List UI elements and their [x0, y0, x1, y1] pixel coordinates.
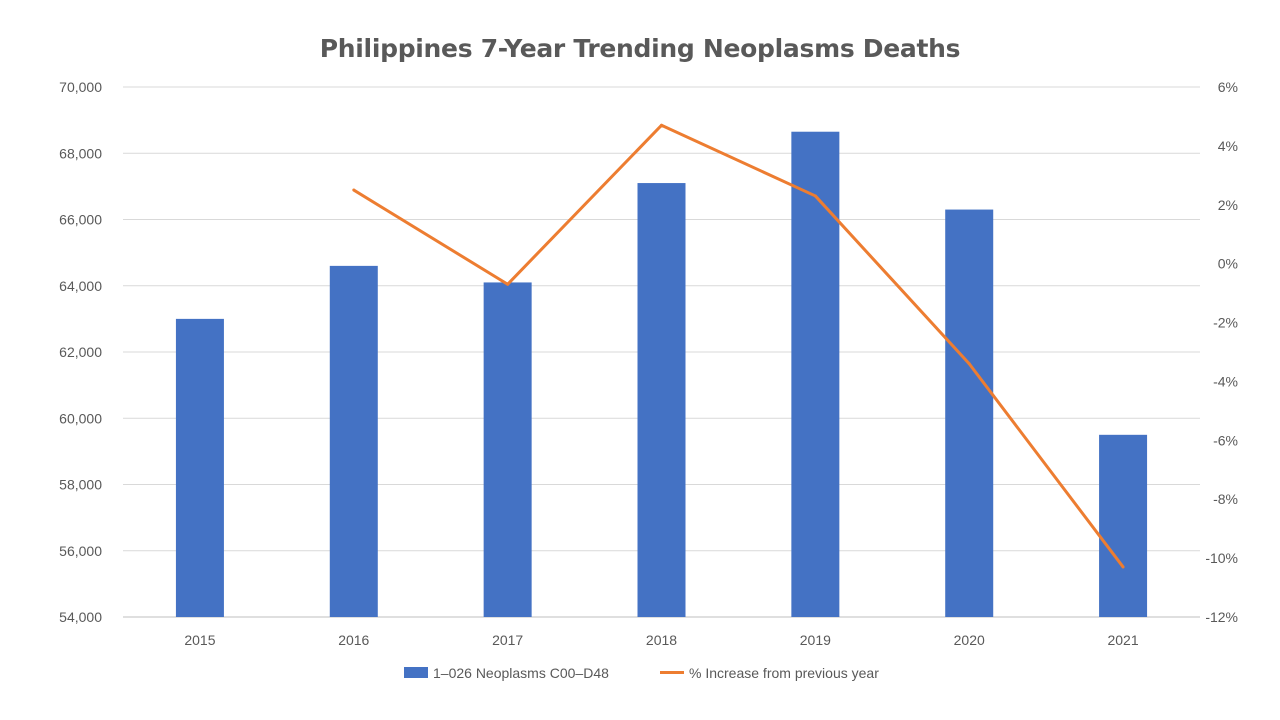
- legend-swatch-bars: [404, 667, 428, 678]
- bar-2015: [175, 318, 224, 617]
- legend: 1–026 Neoplasms C00–D48 % Increase from …: [404, 665, 879, 681]
- y-left-tick-label: 56,000: [59, 543, 102, 559]
- x-axis-ticks: 2015 2016 2017 2018 2019 2020 2021: [184, 632, 1139, 648]
- chart-title: Philippines 7-Year Trending Neoplasms De…: [319, 34, 961, 63]
- x-tick-label: 2021: [1107, 632, 1138, 648]
- bar-2018: [637, 183, 686, 617]
- bar-2019: [791, 131, 840, 617]
- y-right-tick-label: 6%: [1218, 79, 1238, 95]
- y-axis-right-ticks: -12% -10% -8% -6% -4% -2% 0% 2% 4% 6%: [1205, 79, 1238, 625]
- y-left-tick-label: 70,000: [59, 79, 102, 95]
- y-left-tick-label: 54,000: [59, 609, 102, 625]
- y-left-tick-label: 62,000: [59, 344, 102, 360]
- line-point-2020: [967, 362, 971, 366]
- y-right-tick-label: -4%: [1213, 373, 1238, 389]
- bar-2020: [945, 209, 994, 617]
- y-left-tick-label: 68,000: [59, 145, 102, 161]
- x-tick-label: 2015: [184, 632, 215, 648]
- line-pct-increase: [353, 123, 1125, 568]
- y-right-tick-label: 4%: [1218, 138, 1238, 154]
- x-tick-label: 2017: [492, 632, 523, 648]
- bar-2017: [483, 282, 532, 617]
- y-left-tick-label: 60,000: [59, 410, 102, 426]
- bar-2016: [329, 265, 378, 617]
- bar-series: [175, 131, 1148, 617]
- line-series: [352, 123, 1125, 569]
- y-left-tick-label: 66,000: [59, 212, 102, 228]
- y-right-tick-label: -10%: [1205, 550, 1238, 566]
- y-axis-left-ticks: 54,000 56,000 58,000 60,000 62,000 64,000 66,0…: [59, 79, 102, 625]
- line-point-2016: [352, 188, 356, 192]
- x-tick-label: 2018: [646, 632, 677, 648]
- x-tick-label: 2019: [800, 632, 831, 648]
- line-point-2019: [813, 194, 817, 198]
- line-point-2018: [660, 123, 663, 127]
- legend-label-line: % Increase from previous year: [689, 665, 879, 681]
- y-right-tick-label: 0%: [1218, 256, 1238, 272]
- x-tick-label: 2020: [954, 632, 985, 648]
- x-tick-label: 2016: [338, 632, 369, 648]
- bar-2021: [1099, 434, 1148, 617]
- line-point-2021: [1121, 565, 1125, 569]
- y-right-tick-label: -2%: [1213, 315, 1238, 331]
- line-point-2017: [506, 282, 510, 286]
- legend-label-bars: 1–026 Neoplasms C00–D48: [433, 665, 609, 681]
- y-right-tick-label: 2%: [1218, 197, 1238, 213]
- y-left-tick-label: 58,000: [59, 477, 102, 493]
- y-right-tick-label: -12%: [1205, 609, 1238, 625]
- y-right-tick-label: -8%: [1213, 491, 1238, 507]
- y-left-tick-label: 64,000: [59, 278, 102, 294]
- y-right-tick-label: -6%: [1213, 432, 1238, 448]
